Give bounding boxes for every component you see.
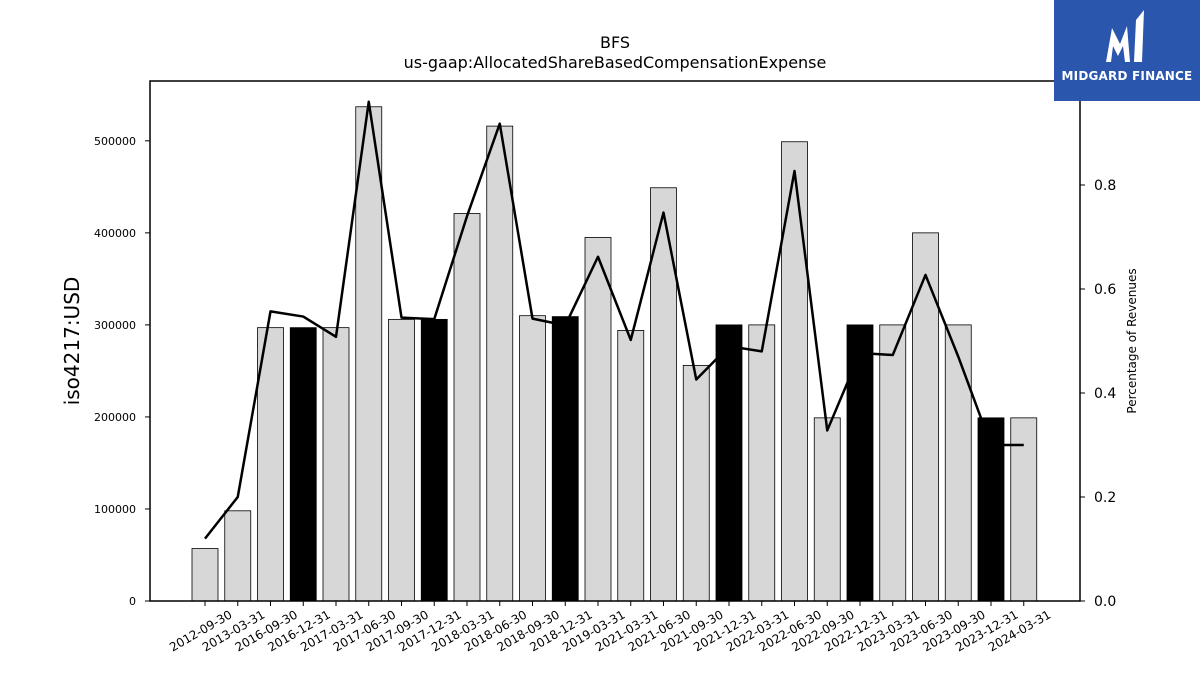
bars-group [191, 106, 1038, 602]
bar [584, 237, 612, 602]
bar [257, 327, 284, 602]
bar [551, 316, 579, 602]
bar [289, 327, 317, 602]
midgard-m-icon [1106, 10, 1144, 62]
y-axis-left: 0 100000 200000 300000 400000 500000 [94, 135, 150, 608]
bar [748, 324, 776, 602]
bar [879, 324, 907, 602]
bar [486, 125, 514, 602]
y-axis-right: 0.0 0.2 0.4 0.6 0.8 [1080, 178, 1116, 610]
bar [781, 141, 808, 602]
y-tick-label: 400000 [94, 227, 136, 240]
y-tick-label: 500000 [94, 135, 136, 148]
bar [617, 330, 645, 602]
y-axis-label-right: Percentage of Revenues [1125, 268, 1139, 413]
y2-tick-label: 0.4 [1094, 386, 1116, 402]
y2-tick-label: 0.6 [1094, 282, 1116, 298]
bar [322, 327, 350, 602]
line-group [204, 100, 1024, 540]
bar [682, 364, 710, 602]
y-axis-label-left: iso4217:USD [60, 277, 84, 406]
y2-tick-label: 0.0 [1094, 594, 1116, 610]
bar [1010, 417, 1038, 602]
y-tick-label: 0 [129, 595, 136, 608]
bar [912, 232, 939, 602]
logo-text: MIDGARD FINANCE [1061, 69, 1193, 83]
logo: MIDGARD FINANCE [1054, 0, 1200, 101]
bar [420, 318, 448, 602]
chart-subtitle: us-gaap:AllocatedShareBasedCompensationE… [404, 53, 827, 72]
percentage-line [204, 100, 1024, 540]
y-tick-label: 300000 [94, 319, 136, 332]
bar [453, 213, 481, 602]
bar [191, 548, 219, 602]
bar [224, 510, 252, 602]
bar [355, 106, 383, 602]
chart-title: BFS [600, 33, 630, 52]
plot-frame [149, 80, 1081, 602]
bar [944, 324, 972, 602]
y2-tick-label: 0.8 [1094, 178, 1116, 194]
y-tick-label: 100000 [94, 503, 136, 516]
x-axis: 2012-09-302013-03-312016-09-302016-12-31… [167, 601, 1053, 654]
bar [519, 315, 546, 602]
bar [813, 417, 841, 602]
y-tick-label: 200000 [94, 411, 136, 424]
y2-tick-label: 0.2 [1094, 490, 1116, 506]
bar [715, 324, 743, 602]
bar [977, 417, 1005, 602]
bar [388, 318, 415, 602]
bar [846, 324, 874, 602]
